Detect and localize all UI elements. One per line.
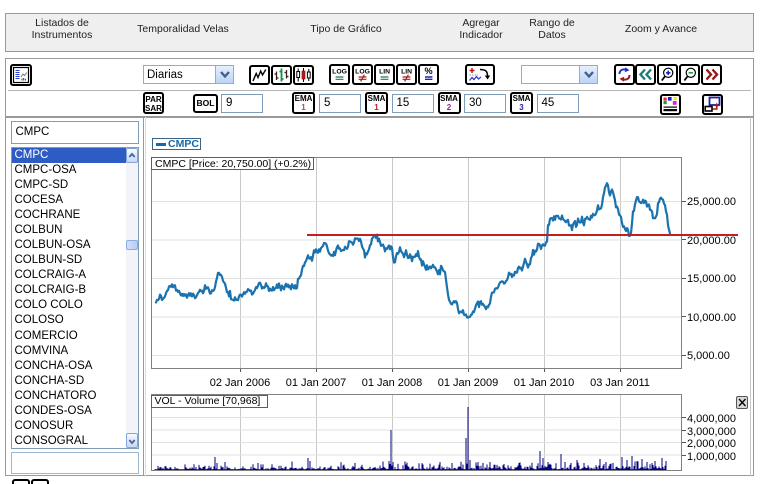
svg-text:LIN: LIN [401, 68, 412, 75]
svg-text:LOG: LOG [355, 68, 370, 75]
svg-text:LIN: LIN [379, 68, 390, 75]
svg-text:%: % [425, 66, 433, 76]
svg-text:LOG: LOG [332, 68, 347, 75]
